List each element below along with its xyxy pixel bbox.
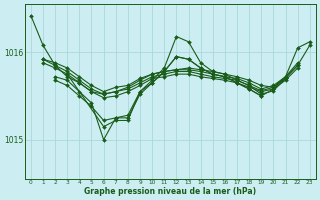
- X-axis label: Graphe pression niveau de la mer (hPa): Graphe pression niveau de la mer (hPa): [84, 187, 256, 196]
